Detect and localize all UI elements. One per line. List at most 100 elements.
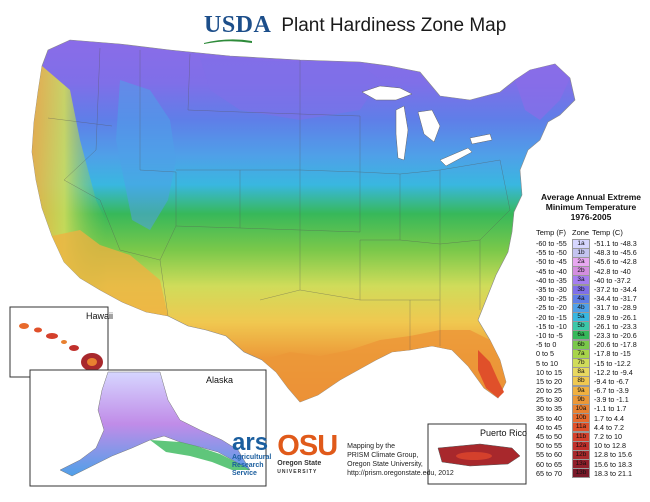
- legend-temp-c: -9.4 to -6.7: [594, 376, 629, 386]
- credits: ars Agricultural Research Service OSU Or…: [232, 429, 454, 478]
- legend-row: 40 to 45 11a 4.4 to 7.2: [536, 422, 646, 433]
- legend-temp-f: 25 to 30: [536, 395, 562, 405]
- legend-temp-c: -28.9 to -26.1: [594, 312, 637, 322]
- legend-col-f: Temp (F): [536, 228, 566, 237]
- legend-row: 30 to 35 10a -1.1 to 1.7: [536, 403, 646, 414]
- legend-temp-f: 55 to 60: [536, 450, 562, 460]
- osu-logo: OSU: [277, 430, 338, 462]
- legend-temp-f: -5 to 0: [536, 340, 557, 350]
- legend-temp-c: 7.2 to 10: [594, 432, 622, 442]
- legend-temp-c: -3.9 to -1.1: [594, 395, 629, 405]
- legend-temp-f: 60 to 65: [536, 459, 562, 469]
- state-boundaries: [47, 47, 511, 350]
- legend-title-line2: Minimum Temperature: [545, 202, 637, 212]
- osu-line1: Oregon State: [277, 460, 322, 467]
- legend-temp-f: -50 to -45: [536, 257, 567, 267]
- legend-temp-f: -45 to -40: [536, 266, 567, 276]
- legend-temp-f: -10 to -5: [536, 330, 563, 340]
- legend-row: -55 to -50 1b -48.3 to -45.6: [536, 247, 646, 258]
- hawaii-islands: [19, 323, 103, 371]
- usda-swoosh-icon: [204, 39, 252, 44]
- legend-temp-c: -20.6 to -17.8: [594, 340, 637, 350]
- legend-temp-c: 12.8 to 15.6: [594, 450, 632, 460]
- lake-huron: [417, 109, 441, 143]
- ars-line1: Agricultural: [232, 454, 272, 461]
- legend-row: 35 to 40 10b 1.7 to 4.4: [536, 413, 646, 424]
- legend-temp-f: -20 to -15: [536, 312, 567, 322]
- legend-header: Temp (F) Zone Temp (C): [536, 228, 646, 237]
- lake-superior: [361, 85, 413, 101]
- legend-temp-f: -35 to -30: [536, 285, 567, 295]
- legend-row: -35 to -30 3b -37.2 to -34.4: [536, 284, 646, 295]
- legend-temp-f: 20 to 25: [536, 386, 562, 396]
- legend-temp-c: -17.8 to -15: [594, 349, 631, 359]
- legend-temp-f: -15 to -10: [536, 321, 567, 331]
- legend-temp-c: -1.1 to 1.7: [594, 404, 627, 414]
- legend-rows: -60 to -55 1a -51.1 to -48.3 -55 to -50 1b -4…: [536, 238, 646, 479]
- legend-temp-f: 65 to 70: [536, 468, 562, 478]
- legend-temp-f: 45 to 50: [536, 432, 562, 442]
- legend-temp-c: 4.4 to 7.2: [594, 422, 624, 432]
- lake-michigan: [395, 105, 409, 161]
- legend-col-zone: Zone: [572, 228, 590, 237]
- legend-row: 60 to 65 13a 15.6 to 18.3: [536, 459, 646, 470]
- legend-row: 5 to 10 7b -15 to -12.2: [536, 358, 646, 369]
- mapping-credit: Mapping by the PRISM Climate Group, Oreg…: [347, 442, 454, 478]
- credit-line2: PRISM Climate Group,: [347, 452, 419, 459]
- legend-temp-f: 10 to 15: [536, 367, 562, 377]
- legend-temp-c: -51.1 to -48.3: [594, 239, 637, 249]
- legend-temp-f: 35 to 40: [536, 413, 562, 423]
- legend-temp-f: -55 to -50: [536, 248, 567, 258]
- southwest-warm-region: [52, 230, 168, 316]
- legend-row: 15 to 20 8b -9.4 to -6.7: [536, 376, 646, 387]
- legend-temp-c: -26.1 to -23.3: [594, 321, 637, 331]
- legend-row: 25 to 30 9b -3.9 to -1.1: [536, 394, 646, 405]
- puerto-rico-label: Puerto Rico: [480, 428, 528, 438]
- legend-temp-f: -30 to -25: [536, 294, 567, 304]
- ars-line2: Research: [232, 462, 264, 469]
- ars-block: ars Agricultural Research Service: [232, 429, 272, 478]
- legend-temp-c: 18.3 to 21.1: [594, 468, 632, 478]
- legend-temp-c: -40 to -37.2: [594, 275, 631, 285]
- legend-temp-c: -42.8 to -40: [594, 266, 631, 276]
- alaska-shape: [59, 371, 251, 477]
- rocky-mountain-cold: [116, 80, 176, 230]
- legend-row: 10 to 15 8a -12.2 to -9.4: [536, 367, 646, 378]
- gulf-coast-warm-band: [262, 330, 506, 402]
- legend-row: -60 to -55 1a -51.1 to -48.3: [536, 238, 646, 249]
- legend-temp-c: -48.3 to -45.6: [594, 248, 637, 258]
- ars-logo: ars: [232, 429, 269, 456]
- legend-row: -45 to -40 2b -42.8 to -40: [536, 266, 646, 277]
- legend-row: -15 to -10 5b -26.1 to -23.3: [536, 321, 646, 332]
- legend-row: -25 to -20 4b -31.7 to -28.9: [536, 302, 646, 313]
- legend-temp-f: -40 to -35: [536, 275, 567, 285]
- map-header: USDA Plant Hardiness Zone Map: [204, 12, 506, 44]
- legend-row: 50 to 55 12a 10 to 12.8: [536, 440, 646, 451]
- northern-plains-cold: [200, 58, 380, 120]
- legend-temp-c: -6.7 to -3.9: [594, 386, 629, 396]
- legend-temp-c: -34.4 to -31.7: [594, 294, 637, 304]
- legend-temp-f: 0 to 5: [536, 349, 554, 359]
- legend-temp-c: 1.7 to 4.4: [594, 413, 624, 423]
- legend-title-line1: Average Annual Extreme: [541, 192, 641, 202]
- legend-row: -50 to -45 2a -45.6 to -42.8: [536, 256, 646, 267]
- usda-logo: USDA: [204, 12, 271, 44]
- legend-row: 55 to 60 12b 12.8 to 15.6: [536, 449, 646, 460]
- credit-line4: http://prism.oregonstate.edu, 2012: [347, 470, 454, 477]
- legend-temp-c: -45.6 to -42.8: [594, 257, 637, 267]
- legend-temp-c: -15 to -12.2: [594, 358, 631, 368]
- legend-temp-f: 40 to 45: [536, 422, 562, 432]
- legend-temp-c: -12.2 to -9.4: [594, 367, 633, 377]
- legend-row: 20 to 25 9a -6.7 to -3.9: [536, 385, 646, 396]
- legend-row: -20 to -15 5a -28.9 to -26.1: [536, 312, 646, 323]
- legend-col-c: Temp (C): [592, 228, 623, 237]
- legend-row: 65 to 70 13b 18.3 to 21.1: [536, 468, 646, 479]
- puerto-rico-highlands: [456, 452, 492, 460]
- osu-block: OSU Oregon State UNIVERSITY: [277, 430, 338, 476]
- new-england-cold: [515, 64, 570, 120]
- florida-tip: [478, 350, 504, 398]
- lake-ontario: [469, 133, 493, 145]
- legend-title-line3: 1976-2005: [570, 212, 612, 222]
- legend-temp-f: -60 to -55: [536, 239, 567, 249]
